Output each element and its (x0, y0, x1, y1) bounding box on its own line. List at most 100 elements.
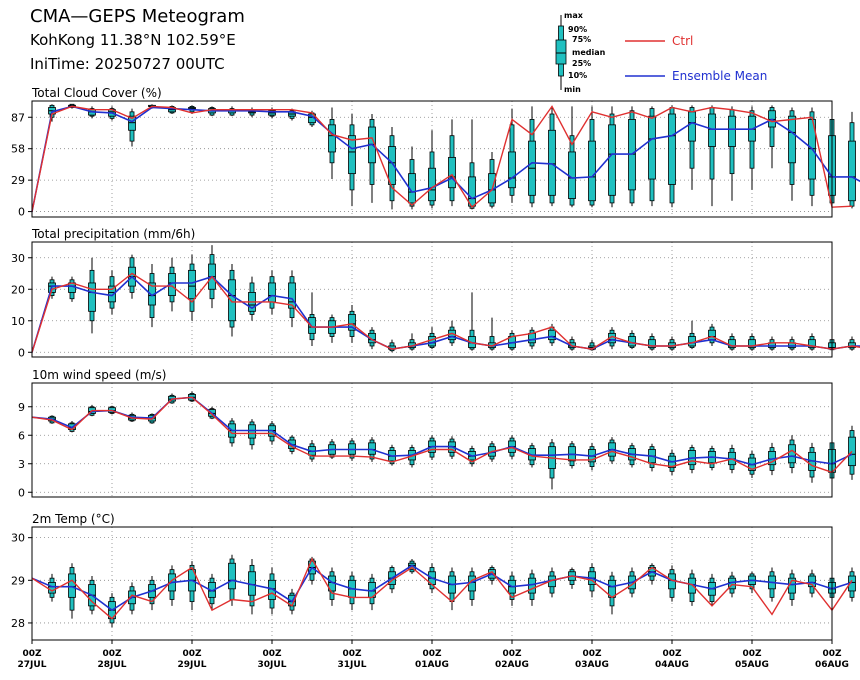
box-inner (848, 342, 856, 348)
box-inner (568, 151, 576, 199)
box-inner (788, 115, 796, 164)
box-step-26 (548, 439, 556, 490)
box-inner (468, 176, 476, 207)
y-tick-label: 29 (11, 174, 25, 187)
panel-frame (31, 241, 833, 358)
legend-box-inner (555, 39, 567, 65)
box-inner (788, 444, 796, 464)
box-inner (388, 146, 396, 185)
x-tick-label-date: 29JUL (178, 660, 207, 670)
x-tick-label-hour: 00Z (822, 649, 842, 659)
box-step-38 (788, 435, 796, 474)
box-step-33 (688, 105, 696, 190)
box-step-37 (768, 105, 776, 169)
box-step-33 (688, 320, 696, 350)
x-tick-label-date: 03AUG (575, 660, 609, 670)
box-inner (848, 140, 856, 202)
y-tick-label: 0 (18, 486, 25, 499)
box-inner (528, 332, 536, 344)
box-step-39 (808, 442, 816, 483)
box-inner (268, 579, 276, 600)
box-step-25 (528, 327, 536, 350)
init-time-label: IniTime: 20250727 00UTC (30, 55, 225, 73)
box-inner (408, 562, 416, 571)
x-tick-label-date: 01AUG (415, 660, 449, 670)
box-step-19 (408, 146, 416, 210)
y-tick-label: 30 (11, 532, 25, 545)
y-tick-label: 30 (11, 252, 25, 265)
box-inner (128, 115, 136, 131)
box-step-25 (528, 106, 536, 208)
panel-frame (31, 100, 833, 218)
box-step-11 (248, 276, 256, 321)
box-step-32 (668, 565, 676, 602)
box-inner (188, 269, 196, 300)
box-step-24 (508, 108, 516, 203)
box-inner (48, 582, 56, 594)
x-tick-label-hour: 00Z (102, 649, 122, 659)
box-step-30 (628, 330, 636, 350)
y-tick-label: 29 (11, 574, 25, 587)
box-step-30 (628, 106, 636, 207)
box-step-26 (548, 106, 556, 207)
x-tick-label-date: 05AUG (735, 660, 769, 670)
panel-title: 10m wind speed (m/s) (32, 368, 166, 382)
box-step-26 (548, 567, 556, 598)
box-step-11 (248, 419, 256, 450)
box-inner (348, 314, 356, 331)
box-step-38 (788, 569, 796, 606)
box-step-32 (668, 336, 676, 351)
box-step-24 (508, 571, 516, 606)
box-step-39 (808, 107, 816, 207)
box-step-17 (368, 573, 376, 611)
box-step-7 (168, 565, 176, 606)
box-inner (648, 115, 656, 180)
legend-mean-label: Ensemble Mean (672, 69, 767, 83)
box-inner (508, 151, 516, 189)
box-step-34 (708, 323, 716, 346)
box-step-14 (308, 292, 316, 346)
box-step-17 (368, 114, 376, 203)
y-tick-label: 9 (18, 401, 25, 414)
x-tick-label-hour: 00Z (502, 649, 522, 659)
y-tick-label: 58 (11, 143, 25, 156)
panel-3: 2m Temp (°C) 28 29 30 (11, 512, 856, 641)
box-inner (688, 111, 696, 142)
box-step-41 (848, 336, 856, 351)
x-tick-label-hour: 00Z (662, 649, 682, 659)
ctrl-line (31, 557, 853, 620)
x-tick-label-hour: 00Z (182, 649, 202, 659)
box-inner (88, 282, 96, 312)
box-step-11 (248, 558, 256, 615)
x-tick-label-hour: 00Z (742, 649, 762, 659)
legend-ctrl-label: Ctrl (672, 34, 693, 48)
x-tick-label-date: 27JUL (18, 660, 47, 670)
box-inner (748, 339, 756, 348)
box-step-36 (748, 106, 756, 190)
x-tick-label-date: 04AUG (655, 660, 689, 670)
box-inner (548, 129, 556, 196)
box-step-37 (768, 567, 776, 602)
box-step-41 (848, 425, 856, 480)
box-inner (608, 124, 616, 196)
y-tick-label: 0 (18, 206, 25, 219)
box-step-11 (248, 107, 256, 118)
y-tick-label: 6 (18, 429, 25, 442)
legend: max 90%75% median 25% 10% min Ctrl Ensemble Mea… (555, 11, 767, 94)
box-inner (348, 135, 356, 175)
box-inner (328, 124, 336, 153)
box-step-35 (728, 333, 736, 351)
panel-title: Total precipitation (mm/6h) (31, 227, 195, 241)
box-step-22 (468, 567, 476, 606)
box-step-41 (848, 111, 856, 209)
box-inner (688, 336, 696, 347)
box-inner (808, 575, 816, 588)
legend-box-label: min (564, 85, 581, 94)
box-step-34 (708, 105, 716, 207)
box-step-38 (788, 107, 796, 201)
box-step-20 (428, 130, 436, 209)
x-tick-label-date: 02AUG (495, 660, 529, 670)
box-inner (268, 282, 276, 303)
